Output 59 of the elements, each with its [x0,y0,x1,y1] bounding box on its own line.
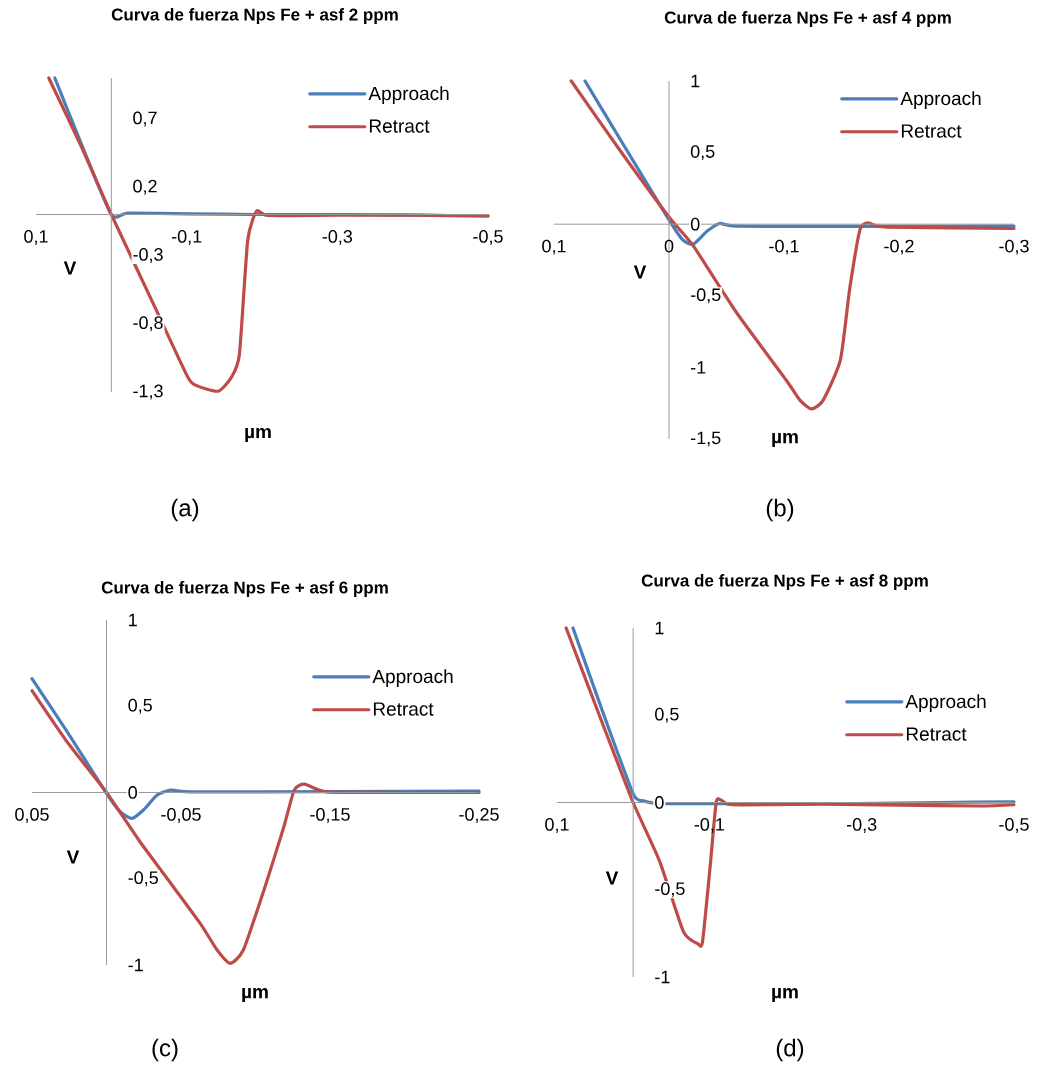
x-tick-label: 0,1 [542,239,566,255]
chart-title: Curva de fuerza Nps Fe + asf 4 ppm [664,11,951,27]
text: (a) [171,498,199,522]
x-tick-label: -0,25 [459,808,499,823]
chart-title: Curva de fuerza Nps Fe + asf 6 ppm [101,581,388,597]
y-tick-label: -0,5 [655,882,685,898]
x-tick-label: -0,1 [769,239,799,255]
x-tick-label: 0,05 [15,808,49,823]
x-tick-label: 0,1 [545,818,569,833]
y-tick-label: 1 [129,613,137,627]
legend-label: Approach [905,694,986,712]
text: (b) [766,498,794,522]
y-axis-title: V [63,261,77,275]
x-tick-label: -0,05 [161,808,201,823]
x-tick-label: 0,1 [24,230,48,245]
x-axis-title: µm [772,432,798,448]
y-tick-label: -1,5 [690,431,721,447]
y-tick-label: -1 [128,958,143,972]
legend-label: Retract [373,702,434,716]
y-tick-label: 0,7 [133,111,157,127]
x-tick-label: -0,5 [999,818,1029,833]
chart-title: Curva de fuerza Nps Fe + asf 8 ppm [641,574,928,590]
y-tick-label: 0 [690,217,700,231]
legend-label: Retract [369,119,430,133]
text: (c) [152,1038,178,1062]
x-tick-label: -0,2 [884,239,914,255]
y-tick-label: -1,3 [133,384,163,400]
x-tick-label: -0,3 [999,239,1029,255]
x-tick-label: -0,3 [846,818,877,833]
legend-label: Approach [900,91,981,109]
x-tick-label: -0,1 [171,230,202,245]
legend-label: Retract [901,124,962,138]
y-tick-label: 0,5 [690,145,715,161]
y-tick-label: -0,8 [133,316,163,332]
y-axis-title: V [66,850,80,864]
y-tick-label: 0,5 [128,698,152,714]
x-tick-label: -0,5 [473,230,503,245]
x-tick-label: -0,15 [310,808,350,823]
y-tick-label: 0 [128,786,138,799]
y-tick-label: -0,5 [690,288,721,304]
y-axis-title: V [605,871,619,885]
legend-label: Approach [372,669,453,687]
y-tick-label: -0,5 [128,871,158,887]
y-tick-label: -1 [655,970,670,984]
y-tick-label: 1 [691,74,700,88]
legend-label: Retract [906,727,967,741]
legend-label: Approach [368,86,449,104]
y-tick-label: 1 [655,621,664,635]
x-axis-title: µm [242,987,268,1003]
y-tick-label: 0,5 [655,707,679,723]
y-tick-label: 0 [655,796,664,809]
text: (d) [776,1038,804,1062]
y-axis-title: V [633,265,647,279]
y-tick-label: -1 [690,361,706,374]
x-tick-label: -0,3 [322,230,353,245]
x-axis-title: µm [772,987,798,1003]
x-axis-title: µm [245,427,271,443]
chart-title: Curva de fuerza Nps Fe + asf 2 ppm [111,8,398,24]
y-tick-label: 0,2 [133,179,157,195]
